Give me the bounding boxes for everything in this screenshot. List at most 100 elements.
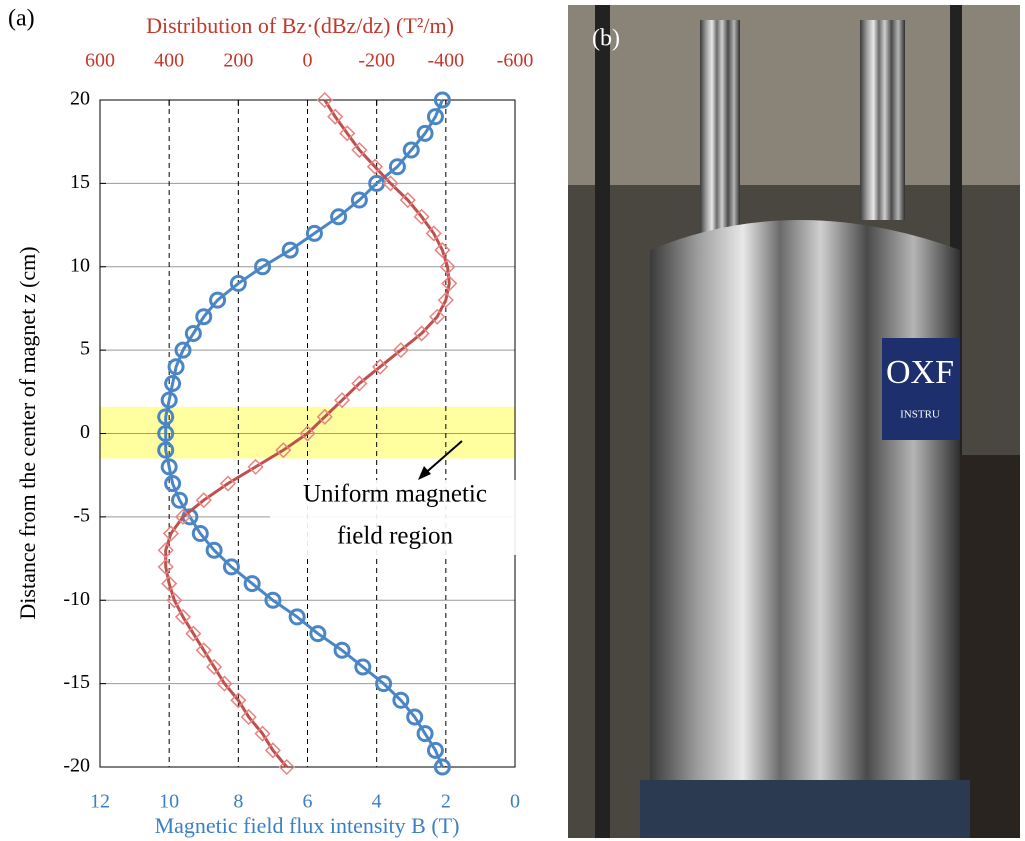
- top-axis-title: Distribution of Bz·(dBz/dz) (T²/m): [146, 13, 454, 38]
- marker: [402, 141, 420, 159]
- logo: OXF: [886, 354, 954, 391]
- marker: [205, 541, 223, 559]
- y-tick-label: -15: [63, 671, 90, 693]
- marker: [288, 608, 306, 626]
- marker: [162, 525, 179, 542]
- marker: [157, 558, 174, 575]
- marker: [350, 191, 368, 209]
- marker: [264, 591, 282, 609]
- logo-plate: [882, 338, 960, 440]
- marker: [351, 141, 368, 159]
- marker: [434, 242, 451, 259]
- marker: [184, 324, 202, 342]
- x2-tick-label: -600: [497, 50, 534, 72]
- marker: [372, 358, 389, 375]
- marker: [174, 341, 192, 359]
- marker: [388, 158, 406, 176]
- y-tick-label: 20: [70, 88, 90, 110]
- x-tick-label: 0: [510, 791, 520, 813]
- logo-sub: INSTRU: [900, 409, 940, 421]
- panel-label: (a): [8, 6, 35, 32]
- marker: [195, 308, 213, 326]
- wall: [568, 5, 1020, 185]
- marker: [429, 308, 446, 325]
- marker: [174, 608, 192, 625]
- pipe: [595, 5, 610, 838]
- marker: [166, 592, 183, 609]
- marker: [160, 458, 178, 476]
- x2-tick-label: 400: [154, 50, 184, 72]
- annotation: Uniform magnetic: [303, 481, 487, 508]
- marker: [243, 575, 261, 593]
- marker: [254, 258, 272, 276]
- tower: [700, 20, 740, 240]
- marker: [275, 442, 292, 459]
- x2-tick-label: 200: [223, 50, 253, 72]
- marker: [406, 708, 424, 726]
- x-tick-label: 10: [159, 791, 179, 813]
- marker: [278, 758, 295, 776]
- base: [640, 780, 970, 838]
- x2-tick-label: 0: [303, 50, 313, 72]
- marker: [441, 275, 458, 292]
- x-axis-title: Magnetic field flux intensity B (T): [155, 813, 460, 838]
- marker: [433, 758, 451, 776]
- marker: [366, 158, 383, 175]
- x-tick-label: 6: [303, 791, 313, 813]
- marker: [264, 742, 281, 759]
- marker: [433, 91, 451, 109]
- marker: [247, 458, 264, 475]
- x2-tick-label: -200: [358, 50, 395, 72]
- y-tick-label: 5: [80, 338, 90, 360]
- marker: [185, 625, 202, 642]
- marker: [195, 642, 212, 659]
- marker: [416, 124, 434, 142]
- marker: [161, 575, 178, 592]
- annotation: field region: [337, 523, 453, 550]
- marker: [382, 175, 399, 192]
- marker: [209, 291, 227, 309]
- marker: [254, 725, 271, 742]
- marker: [174, 508, 192, 525]
- marker: [171, 491, 189, 509]
- marker: [392, 342, 409, 359]
- marker: [206, 658, 223, 676]
- series-line: [164, 99, 444, 768]
- plot-frame: [99, 99, 516, 768]
- marker: [222, 558, 240, 576]
- marker: [157, 425, 175, 442]
- marker: [240, 708, 257, 726]
- marker: [354, 658, 372, 676]
- marker: [167, 358, 185, 376]
- marker: [416, 725, 434, 743]
- y-tick-label: 15: [70, 171, 90, 193]
- marker: [316, 408, 333, 425]
- x-tick-label: 8: [233, 791, 243, 813]
- marker: [299, 425, 316, 442]
- marker: [219, 475, 237, 492]
- marker: [437, 292, 454, 309]
- marker: [281, 241, 299, 259]
- panel-label: (b): [592, 26, 620, 52]
- x-tick-label: 4: [372, 791, 382, 813]
- y-tick-label: -5: [73, 504, 90, 526]
- y-tick-label: 0: [80, 421, 90, 443]
- marker: [351, 375, 368, 392]
- marker: [327, 108, 344, 125]
- marker: [157, 408, 175, 426]
- marker: [164, 374, 182, 392]
- marker: [316, 91, 333, 109]
- y-axis-title: Distance from the center of magnet z (cm…: [15, 246, 40, 619]
- marker: [229, 274, 247, 292]
- annotation-bg: [270, 480, 520, 555]
- marker: [399, 191, 416, 209]
- marker: [164, 475, 182, 493]
- y-tick-label: -10: [63, 588, 90, 610]
- y-tick-label: -20: [63, 755, 90, 777]
- marker: [157, 441, 175, 459]
- cabinet: [960, 455, 1020, 838]
- y-tick-label: 10: [70, 254, 90, 276]
- series-line: [164, 99, 451, 768]
- marker: [392, 691, 410, 709]
